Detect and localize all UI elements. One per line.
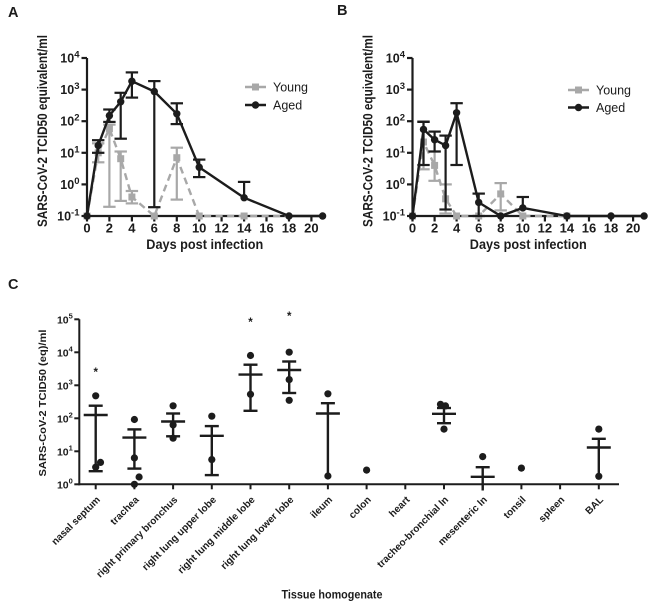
svg-text:20: 20 [304,221,318,236]
svg-text:*: * [93,367,98,379]
svg-text:18: 18 [604,221,618,236]
svg-text:8: 8 [497,221,504,236]
svg-text:4: 4 [128,221,136,236]
svg-text:12: 12 [538,221,552,236]
svg-text:6: 6 [151,221,158,236]
svg-text:B: B [337,3,347,19]
svg-text:0: 0 [83,221,90,236]
svg-text:16: 16 [259,221,273,236]
svg-text:Aged: Aged [273,98,302,112]
svg-text:Young: Young [596,83,631,97]
svg-text:20: 20 [626,221,640,236]
svg-text:SARS-CoV-2 TCID50 equivalent/m: SARS-CoV-2 TCID50 equivalent/ml [35,35,50,227]
svg-text:14: 14 [237,221,252,236]
svg-text:12: 12 [214,221,228,236]
svg-text:18: 18 [282,221,296,236]
svg-text:Young: Young [273,80,308,94]
svg-text:8: 8 [173,221,180,236]
svg-text:10: 10 [516,221,530,236]
svg-text:6: 6 [475,221,482,236]
svg-text:14: 14 [560,221,575,236]
svg-text:10: 10 [192,221,206,236]
svg-text:A: A [8,5,19,21]
svg-text:C: C [8,277,19,293]
svg-text:Days post infection: Days post infection [470,237,587,252]
svg-text:*: * [287,311,292,323]
svg-text:2: 2 [431,221,438,236]
svg-text:SARS-CoV-2 TCID50 (eq)/ml: SARS-CoV-2 TCID50 (eq)/ml [37,329,49,476]
svg-text:4: 4 [453,221,461,236]
svg-text:Aged: Aged [596,101,625,115]
svg-text:Days post infection: Days post infection [146,237,263,252]
svg-text:2: 2 [106,221,113,236]
svg-text:SARS-CoV-2 TCID50 equivalent/m: SARS-CoV-2 TCID50 equivalent/ml [361,35,376,227]
svg-text:Tissue homogenate: Tissue homogenate [282,590,383,602]
svg-text:0: 0 [409,221,416,236]
svg-text:*: * [248,317,253,329]
svg-text:16: 16 [582,221,596,236]
